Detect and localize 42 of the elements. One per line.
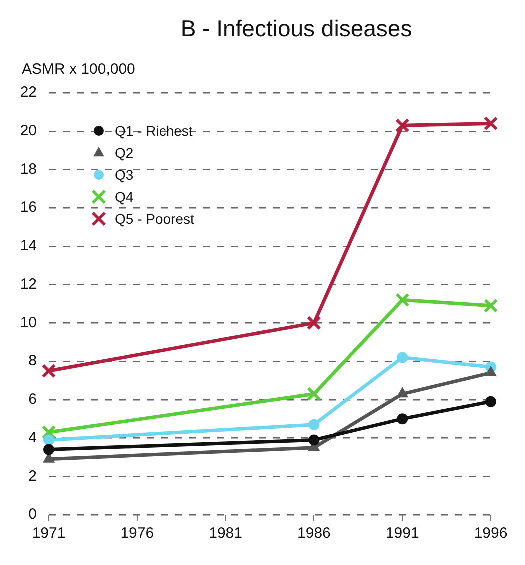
x-tick-label: 1996 (474, 525, 508, 542)
point (44, 434, 54, 446)
y-tick-label: 0 (28, 506, 37, 524)
y-tick-label: 16 (20, 199, 37, 216)
x-tick-label: 1981 (209, 525, 242, 542)
legend-label: Q4 (115, 188, 134, 205)
point (395, 293, 410, 308)
legend-label: Q1 - Richest (115, 122, 193, 139)
y-tick-label: 8 (28, 352, 37, 370)
x-tick-label: 1986 (298, 525, 331, 542)
y-tick-label: 12 (20, 276, 37, 293)
x-tick-label: 1991 (386, 525, 420, 542)
point (484, 298, 498, 314)
point (395, 118, 410, 133)
point (307, 316, 322, 330)
legend-label: Q5 - Poorest (115, 210, 194, 227)
point (42, 364, 56, 378)
legend-label: Q3 (115, 166, 134, 183)
x-tick-label: 1976 (120, 525, 154, 542)
point (44, 444, 54, 456)
legend-label: Q2 (115, 144, 134, 161)
y-tick-label: 22 (20, 84, 37, 102)
y-tick-label: 6 (28, 391, 37, 408)
y-tick-label: 14 (20, 238, 37, 255)
point (308, 434, 320, 446)
point (308, 419, 320, 430)
y-tick-label: 18 (20, 160, 37, 178)
y-tick-label: 4 (28, 429, 37, 446)
point (307, 387, 322, 402)
y-tick-label: 20 (20, 122, 37, 140)
y-tick-label: 10 (20, 314, 37, 332)
chart-title: B - Infectious diseases (180, 15, 412, 42)
x-tick-label: 1971 (32, 525, 66, 542)
point (484, 116, 498, 131)
point (397, 414, 408, 425)
y-tick-label: 2 (28, 468, 37, 485)
point (42, 425, 56, 440)
point (486, 396, 496, 408)
point (396, 388, 408, 398)
point (485, 366, 497, 377)
point (397, 352, 408, 364)
y-axis-title: ASMR x 100,000 (22, 61, 136, 78)
